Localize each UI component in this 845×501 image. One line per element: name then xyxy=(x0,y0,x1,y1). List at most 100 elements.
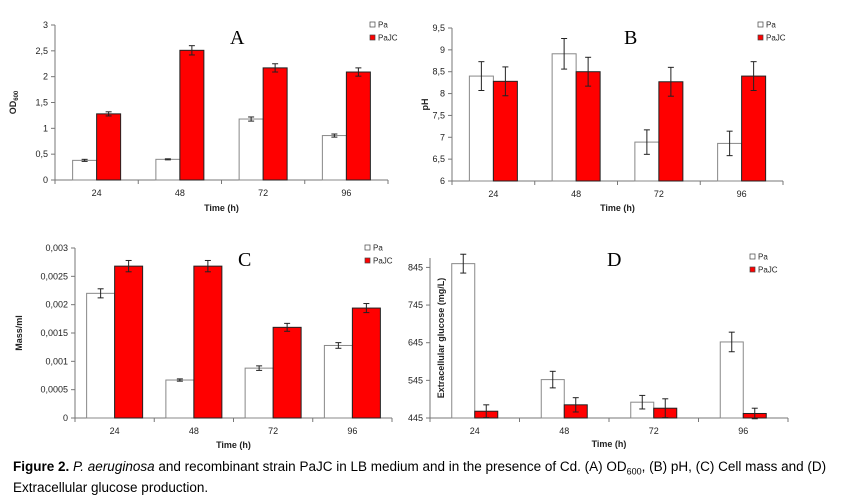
legend-swatch-PaJC xyxy=(749,266,756,273)
y-tick-label: 9 xyxy=(440,45,445,55)
y-axis-label: OD600 xyxy=(8,90,20,114)
x-tick-label: 24 xyxy=(110,426,120,436)
bar-PaJC xyxy=(193,265,223,419)
y-tick-label: 445 xyxy=(408,413,423,423)
bar-Pa xyxy=(321,135,347,181)
y-axis-label: pH xyxy=(420,99,430,111)
y-tick-label: 0,0005 xyxy=(40,385,68,395)
bar-PaJC xyxy=(114,265,144,419)
y-tick-label: 545 xyxy=(408,375,423,385)
bar-Pa xyxy=(468,75,494,182)
bar-Pa xyxy=(165,379,195,419)
bar-PaJC xyxy=(272,326,302,419)
x-tick-label: 96 xyxy=(738,426,748,436)
bar-Pa xyxy=(238,118,264,181)
x-axis-label: Time (h) xyxy=(592,439,627,449)
y-tick-label: 0 xyxy=(63,413,68,423)
x-tick-label: 24 xyxy=(92,188,102,198)
y-axis-label: Mass/ml xyxy=(14,315,24,351)
x-tick-label: 24 xyxy=(470,426,480,436)
y-tick-label: 2 xyxy=(43,72,48,82)
x-tick-label: 48 xyxy=(571,189,581,199)
x-tick-label: 72 xyxy=(268,426,278,436)
legend-swatch-PaJC xyxy=(369,34,376,41)
panel-label: A xyxy=(230,27,245,49)
bar-PaJC xyxy=(575,71,601,182)
x-tick-label: 72 xyxy=(649,426,659,436)
y-tick-label: 7 xyxy=(440,132,445,142)
legend-label: Pa xyxy=(378,21,388,30)
panel-label: C xyxy=(238,249,251,271)
legend-label: Pa xyxy=(758,253,768,262)
y-tick-label: 3 xyxy=(43,20,48,30)
x-tick-label: 48 xyxy=(189,426,199,436)
bar-Pa xyxy=(86,292,116,419)
chart-C: 0 0,0005 0,001 0,0015 0,002 0,0025 0,003 24 48 72… xyxy=(14,243,393,450)
x-tick-label: 72 xyxy=(654,189,664,199)
legend-label: Pa xyxy=(766,21,776,30)
bar-PaJC xyxy=(262,67,288,181)
y-tick-label: 1,5 xyxy=(35,98,48,108)
x-tick-label: 48 xyxy=(175,188,185,198)
y-tick-label: 9,5 xyxy=(432,23,445,33)
bar-PaJC xyxy=(345,71,371,181)
legend-label: PaJC xyxy=(373,257,393,266)
bar-PaJC xyxy=(492,80,518,182)
caption-label: Figure 2. xyxy=(13,459,70,474)
x-axis-label: Time (h) xyxy=(216,440,251,450)
y-tick-label: 1 xyxy=(43,123,48,133)
bar-PaJC xyxy=(179,49,205,181)
y-axis-label-subscript: 600 xyxy=(14,90,20,101)
x-tick-label: 96 xyxy=(737,189,747,199)
y-tick-label: 0,003 xyxy=(45,243,68,253)
y-tick-label: 0,001 xyxy=(45,356,68,366)
legend-label: PaJC xyxy=(758,266,778,275)
bar-Pa xyxy=(323,344,353,419)
y-tick-label: 0 xyxy=(43,175,48,185)
y-tick-label: 6 xyxy=(440,176,445,186)
legend-label: Pa xyxy=(373,244,383,253)
x-tick-label: 96 xyxy=(341,188,351,198)
y-axis-label: Extracellular glucose (mg/L) xyxy=(436,278,446,399)
panel-label: D xyxy=(607,249,621,271)
y-tick-label: 0,0015 xyxy=(40,328,68,338)
bar-PaJC xyxy=(351,307,381,419)
y-tick-label: 745 xyxy=(408,300,423,310)
chart-D: 445 545 645 745 845 24 48 72 96 Pa PaJC Time (h) Ext… xyxy=(408,249,789,449)
x-axis-label: Time (h) xyxy=(600,203,635,213)
y-tick-label: 2,5 xyxy=(35,46,48,56)
bar-Pa xyxy=(451,263,476,419)
x-tick-label: 48 xyxy=(559,426,569,436)
caption-text-1: and recombinant strain PaJC in LB medium… xyxy=(154,459,627,474)
x-axis-label: Time (h) xyxy=(204,203,239,213)
panel-label: B xyxy=(624,27,637,49)
bar-Pa xyxy=(551,53,577,182)
figure-caption: Figure 2. P. aeruginosa and recombinant … xyxy=(13,459,833,496)
caption-species: P. aeruginosa xyxy=(73,459,155,474)
legend-label: PaJC xyxy=(378,34,398,43)
x-tick-label: 72 xyxy=(258,188,268,198)
x-tick-label: 24 xyxy=(488,189,498,199)
x-tick-label: 96 xyxy=(347,426,357,436)
y-tick-label: 8,5 xyxy=(432,67,445,77)
bar-Pa xyxy=(244,367,274,419)
y-tick-label: 0,002 xyxy=(45,300,68,310)
y-tick-label: 6,5 xyxy=(432,154,445,164)
y-tick-label: 645 xyxy=(408,338,423,348)
y-tick-label: 845 xyxy=(408,262,423,272)
legend-swatch-PaJC xyxy=(364,257,371,264)
bar-PaJC xyxy=(96,113,122,181)
chart-B: 6 6,5 7 7,5 8 8,5 9 9,5 24 48 72 96 Pa PaJC Time (h) pH… xyxy=(420,21,786,214)
legend-swatch-Pa xyxy=(749,253,756,260)
y-tick-label: 7,5 xyxy=(432,110,445,120)
legend-label: PaJC xyxy=(766,34,786,43)
y-tick-label: 8 xyxy=(440,89,445,99)
bar-Pa xyxy=(719,341,744,419)
y-tick-label: 0,0025 xyxy=(40,271,68,281)
bar-Pa xyxy=(72,159,98,181)
caption-subscript: 600 xyxy=(626,466,642,477)
legend-swatch-Pa xyxy=(364,244,371,251)
caption-text-2: , (B) pH, (C) Cell mass and (D) Extracel… xyxy=(13,459,827,495)
y-tick-label: 0,5 xyxy=(35,149,48,159)
